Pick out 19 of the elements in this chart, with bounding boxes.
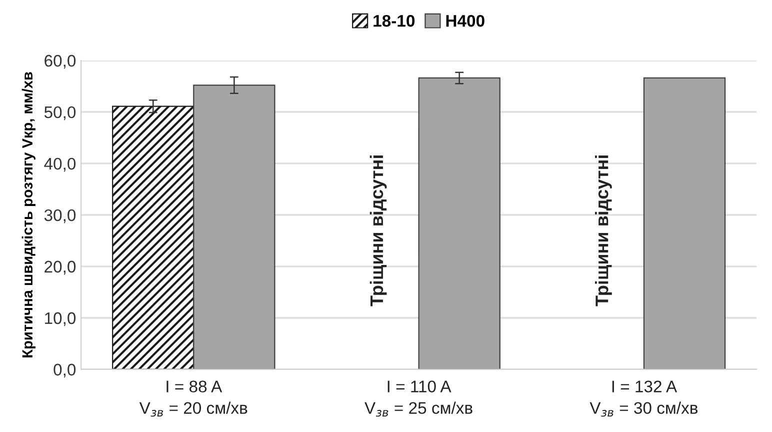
y-axis-title: Критична швидкість розтягу Vкр, мм/хв — [22, 72, 36, 358]
bar — [193, 84, 276, 370]
y-tick-label: 60,0 — [44, 54, 76, 69]
annotation: Тріщини відсутні — [370, 156, 387, 306]
y-tick-label: 20,0 — [44, 260, 76, 275]
bar — [112, 106, 194, 370]
annotation: Тріщини відсутні — [595, 156, 612, 306]
bar — [643, 77, 726, 370]
y-tick-label: 40,0 — [44, 158, 76, 172]
y-tick-label: 10,0 — [45, 312, 76, 326]
bar — [418, 77, 500, 370]
legend-label: 18-10 — [374, 14, 415, 27]
x-tick-label: I = 132 A V$_{зв}$ = 30 см/хв — [590, 380, 698, 417]
x-tick-label: I = 110 A V$_{зв}$ = 25 см/хв — [364, 380, 472, 417]
legend-label: H400 — [446, 14, 484, 27]
x-tick-label: I = 88 A V$_{зв}$ = 20 см/хв — [139, 380, 248, 417]
y-tick-label: 30,0 — [44, 209, 76, 224]
y-tick-label: 50,0 — [44, 106, 76, 120]
y-tick-label: 0,0 — [54, 364, 76, 378]
